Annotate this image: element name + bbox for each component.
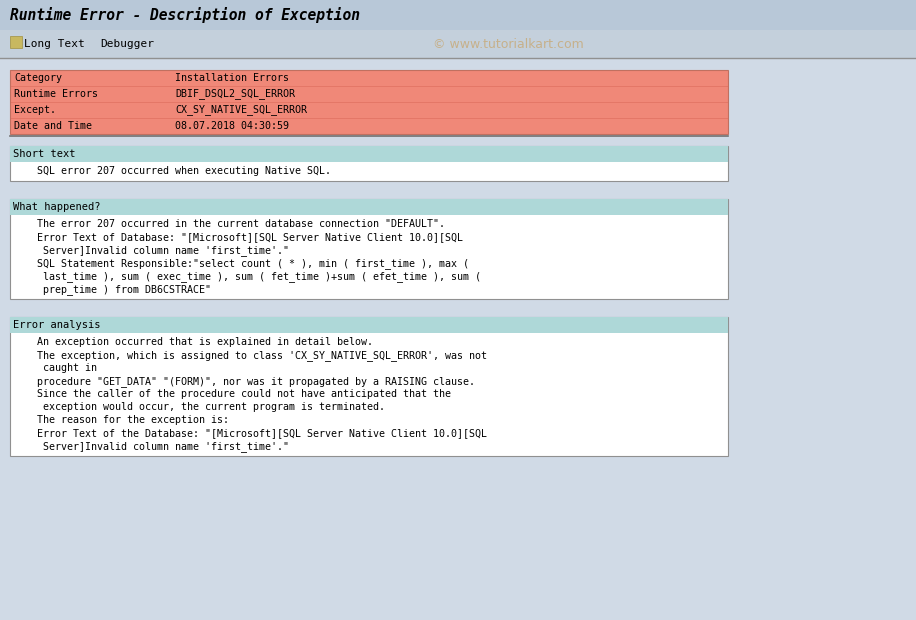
- Bar: [10, 317, 728, 333]
- Bar: [10, 86, 728, 102]
- Text: Error Text of Database: "[Microsoft][SQL Server Native Client 10.0][SQL: Error Text of Database: "[Microsoft][SQL…: [13, 232, 463, 242]
- Text: Category: Category: [14, 73, 62, 83]
- Text: What happened?: What happened?: [13, 202, 101, 212]
- Text: Debugger: Debugger: [100, 39, 154, 49]
- Text: caught in: caught in: [13, 363, 97, 373]
- Bar: [10, 70, 728, 134]
- Bar: [10, 118, 728, 134]
- Text: Runtime Error - Description of Exception: Runtime Error - Description of Exception: [10, 7, 360, 23]
- Text: An exception occurred that is explained in detail below.: An exception occurred that is explained …: [13, 337, 373, 347]
- Bar: [10, 70, 728, 86]
- Bar: [0, 30, 916, 58]
- Text: Server]Invalid column name 'first_time'.": Server]Invalid column name 'first_time'.…: [13, 441, 289, 452]
- Text: The reason for the exception is:: The reason for the exception is:: [13, 415, 229, 425]
- Text: Long Text: Long Text: [24, 39, 85, 49]
- Text: CX_SY_NATIVE_SQL_ERROR: CX_SY_NATIVE_SQL_ERROR: [175, 105, 307, 115]
- Text: SQL Statement Responsible:"select count ( * ), min ( first_time ), max (: SQL Statement Responsible:"select count …: [13, 258, 469, 269]
- Text: Since the caller of the procedure could not have anticipated that the: Since the caller of the procedure could …: [13, 389, 451, 399]
- Text: Short text: Short text: [13, 149, 75, 159]
- Bar: [10, 102, 728, 118]
- Bar: [10, 317, 728, 456]
- Text: Runtime Errors: Runtime Errors: [14, 89, 98, 99]
- Bar: [10, 199, 728, 215]
- Text: The error 207 occurred in the current database connection "DEFAULT".: The error 207 occurred in the current da…: [13, 219, 445, 229]
- Text: 08.07.2018 04:30:59: 08.07.2018 04:30:59: [175, 121, 289, 131]
- Text: Server]Invalid column name 'first_time'.": Server]Invalid column name 'first_time'.…: [13, 245, 289, 256]
- Text: Except.: Except.: [14, 105, 56, 115]
- Bar: [10, 146, 728, 181]
- Text: DBIF_DSQL2_SQL_ERROR: DBIF_DSQL2_SQL_ERROR: [175, 89, 295, 99]
- Text: Error Text of the Database: "[Microsoft][SQL Server Native Client 10.0][SQL: Error Text of the Database: "[Microsoft]…: [13, 428, 487, 438]
- Text: SQL error 207 occurred when executing Native SQL.: SQL error 207 occurred when executing Na…: [13, 167, 331, 177]
- Bar: [0, 0, 916, 30]
- Text: procedure "GET_DATA" "(FORM)", nor was it propagated by a RAISING clause.: procedure "GET_DATA" "(FORM)", nor was i…: [13, 376, 475, 387]
- Text: Date and Time: Date and Time: [14, 121, 92, 131]
- Text: last_time ), sum ( exec_time ), sum ( fet_time )+sum ( efet_time ), sum (: last_time ), sum ( exec_time ), sum ( fe…: [13, 271, 481, 282]
- Text: prep_time ) from DB6CSTRACE": prep_time ) from DB6CSTRACE": [13, 284, 211, 295]
- Bar: [10, 146, 728, 162]
- Bar: [10, 199, 728, 299]
- Text: © www.tutorialkart.com: © www.tutorialkart.com: [432, 37, 583, 50]
- Text: Error analysis: Error analysis: [13, 320, 101, 330]
- Text: exception would occur, the current program is terminated.: exception would occur, the current progr…: [13, 402, 385, 412]
- Bar: [10, 36, 22, 48]
- Text: The exception, which is assigned to class 'CX_SY_NATIVE_SQL_ERROR', was not: The exception, which is assigned to clas…: [13, 350, 487, 361]
- Text: Installation Errors: Installation Errors: [175, 73, 289, 83]
